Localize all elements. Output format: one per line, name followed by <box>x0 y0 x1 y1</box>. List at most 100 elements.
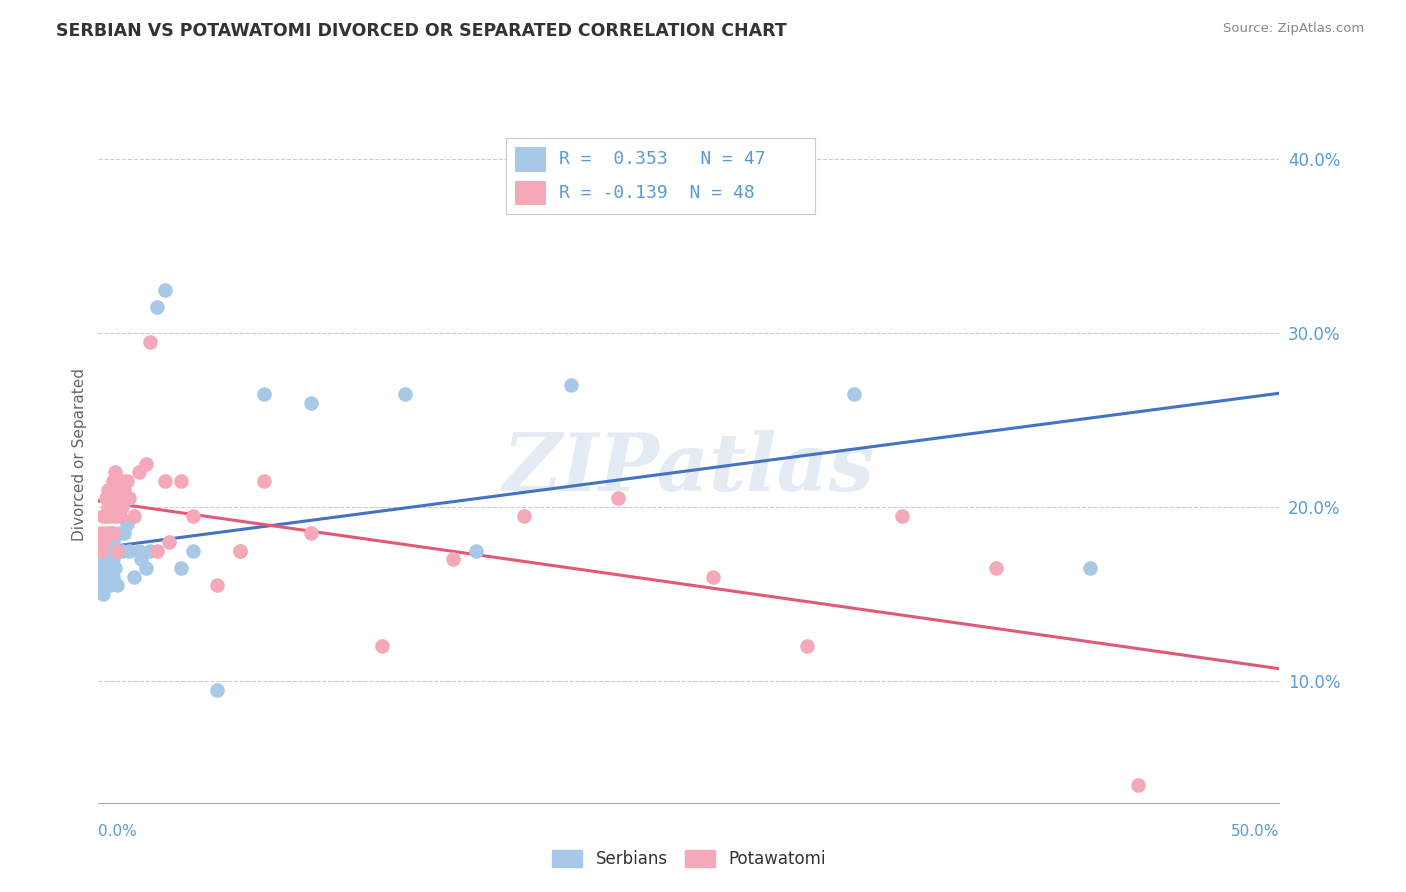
Point <box>104 466 127 480</box>
Point <box>1080 561 1102 575</box>
Point <box>94 508 117 523</box>
Point <box>111 543 134 558</box>
Point <box>97 543 120 558</box>
Point <box>104 543 127 558</box>
Point <box>441 552 464 566</box>
Point <box>105 543 128 558</box>
Point <box>90 561 112 575</box>
Legend: Serbians, Potawatomi: Serbians, Potawatomi <box>546 843 832 874</box>
Point <box>98 508 121 523</box>
Point <box>129 552 152 566</box>
Point <box>101 552 124 566</box>
Point <box>91 569 114 583</box>
Point <box>94 491 117 506</box>
Point <box>560 378 582 392</box>
Point <box>105 543 128 558</box>
Point <box>112 483 135 497</box>
Point <box>101 474 124 488</box>
Point <box>135 457 157 471</box>
Point <box>115 474 138 488</box>
Point <box>181 508 204 523</box>
Point <box>253 474 276 488</box>
Point <box>97 569 120 583</box>
Point <box>94 526 117 541</box>
Point <box>101 534 124 549</box>
Point <box>1126 778 1149 792</box>
Text: 50.0%: 50.0% <box>1232 824 1279 838</box>
Point <box>91 556 114 570</box>
Point <box>91 508 114 523</box>
Point <box>122 569 145 583</box>
Point <box>104 561 127 575</box>
Point <box>98 561 121 575</box>
Point <box>101 526 124 541</box>
Point <box>94 543 117 558</box>
Point <box>108 526 131 541</box>
Point <box>91 587 114 601</box>
Point <box>153 283 176 297</box>
Point <box>844 387 866 401</box>
Point <box>128 543 150 558</box>
Point <box>205 578 228 592</box>
Point <box>984 561 1007 575</box>
Point <box>98 483 121 497</box>
Bar <box>516 181 547 205</box>
Text: R =  0.353   N = 47: R = 0.353 N = 47 <box>558 151 765 169</box>
Point <box>90 543 112 558</box>
Point <box>98 526 121 541</box>
Point <box>118 543 141 558</box>
Point <box>118 491 141 506</box>
Point <box>299 526 322 541</box>
Point <box>128 466 150 480</box>
Point <box>146 543 169 558</box>
Point <box>105 578 128 592</box>
Y-axis label: Divorced or Separated: Divorced or Separated <box>72 368 87 541</box>
Point <box>90 569 112 583</box>
Point <box>170 474 193 488</box>
Point <box>94 552 117 566</box>
Point <box>111 474 134 488</box>
Point <box>394 387 416 401</box>
Point <box>94 561 117 575</box>
Point <box>97 561 120 575</box>
Point <box>98 578 121 592</box>
Point <box>157 534 180 549</box>
Point <box>101 500 124 514</box>
Point <box>299 395 322 409</box>
Bar <box>516 147 547 171</box>
Point <box>91 534 114 549</box>
Point <box>111 500 134 514</box>
Point <box>146 300 169 314</box>
Point <box>104 491 127 506</box>
Point <box>105 483 128 497</box>
Point <box>796 639 818 653</box>
Point <box>97 500 120 514</box>
Point <box>115 517 138 532</box>
Point <box>512 508 534 523</box>
Point <box>104 508 127 523</box>
Point <box>91 578 114 592</box>
Point <box>97 483 120 497</box>
Text: 0.0%: 0.0% <box>98 824 138 838</box>
Point <box>205 682 228 697</box>
Text: SERBIAN VS POTAWATOMI DIVORCED OR SEPARATED CORRELATION CHART: SERBIAN VS POTAWATOMI DIVORCED OR SEPARA… <box>56 22 787 40</box>
Point <box>371 639 394 653</box>
Point <box>253 387 276 401</box>
Point <box>90 578 112 592</box>
Point <box>890 508 912 523</box>
Point <box>94 578 117 592</box>
Point <box>229 543 252 558</box>
Point <box>702 569 724 583</box>
Point <box>181 543 204 558</box>
Point <box>135 561 157 575</box>
Point <box>465 543 488 558</box>
Point <box>139 543 162 558</box>
Text: Source: ZipAtlas.com: Source: ZipAtlas.com <box>1223 22 1364 36</box>
Point <box>90 526 112 541</box>
Text: ZIPatlas: ZIPatlas <box>503 430 875 508</box>
Point <box>170 561 193 575</box>
Point <box>139 334 162 349</box>
Text: R = -0.139  N = 48: R = -0.139 N = 48 <box>558 184 755 202</box>
Point <box>101 569 124 583</box>
Point <box>108 508 131 523</box>
